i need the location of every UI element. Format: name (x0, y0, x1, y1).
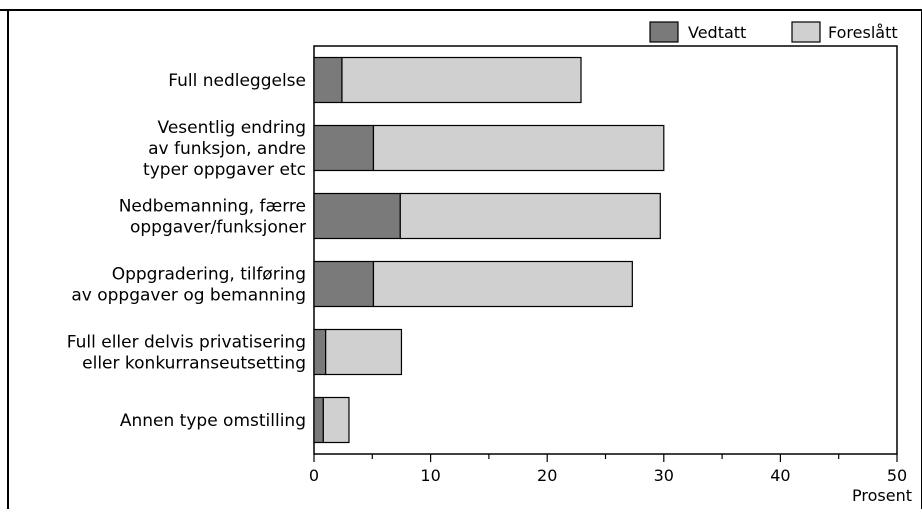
x-tick-label: 10 (420, 466, 440, 485)
category-label-line: Nedbemanning, færre (119, 197, 306, 217)
category-label-line: Full eller delvis privatisering (67, 333, 306, 353)
x-tick-label: 20 (537, 466, 557, 485)
category-label-line: Oppgradering, tilføring (112, 265, 306, 285)
x-tick-label: 50 (887, 466, 907, 485)
plot-area (313, 45, 898, 455)
bar-foreslått (325, 328, 403, 376)
bar-vedtatt (313, 396, 324, 444)
category-label-line: Vesentlig endring (158, 118, 306, 138)
x-axis-label: Prosent (852, 486, 912, 505)
x-tick-label: 40 (770, 466, 790, 485)
bar-foreslått (322, 396, 350, 444)
bar-vedtatt (313, 328, 327, 376)
category-label: Vesentlig endring av funksjon, andre typer… (143, 118, 306, 180)
bar-vedtatt (313, 192, 401, 240)
category-label-line: eller konkurranseutsetting (82, 354, 306, 374)
category-label-line: av oppgaver og bemanning (71, 286, 306, 306)
legend-label-foreslått: Foreslått (828, 23, 898, 42)
x-tick-label: 30 (654, 466, 674, 485)
bar-foreslått (399, 192, 661, 240)
x-tick-labels: 0 10 20 30 40 50 (309, 466, 907, 485)
category-label-line: av funksjon, andre (148, 139, 306, 159)
bar-foreslått (372, 124, 665, 172)
category-label-line: Full nedleggelse (168, 71, 306, 91)
category-label: Annen type omstilling (120, 411, 306, 431)
bar-vedtatt (313, 124, 375, 172)
x-ticks (313, 454, 898, 462)
x-tick-label: 0 (309, 466, 319, 485)
category-label-line: typer oppgaver etc (143, 160, 306, 180)
legend: Vedtatt Foreslått (649, 21, 898, 43)
bars (313, 56, 665, 444)
outer-frame (0, 9, 922, 509)
category-labels: Full nedleggelse Vesentlig endring av funk… (67, 71, 306, 431)
legend-swatch-vedtatt (649, 21, 679, 43)
category-label: Full nedleggelse (168, 71, 306, 91)
bar-vedtatt (313, 56, 343, 104)
category-label: Oppgradering, tilføring av oppgaver og be… (71, 265, 306, 306)
bar-foreslått (341, 56, 582, 104)
bar-foreslått (372, 260, 633, 308)
category-label: Full eller delvis privatisering eller kon… (67, 333, 306, 374)
category-label: Nedbemanning, færre oppgaver/funksjoner (119, 197, 306, 238)
category-label-line: Annen type omstilling (120, 411, 306, 431)
legend-swatch-foreslått (791, 21, 821, 43)
bar-vedtatt (313, 260, 375, 308)
category-label-line: oppgaver/funksjoner (130, 218, 306, 238)
legend-label-vedtatt: Vedtatt (688, 23, 746, 42)
